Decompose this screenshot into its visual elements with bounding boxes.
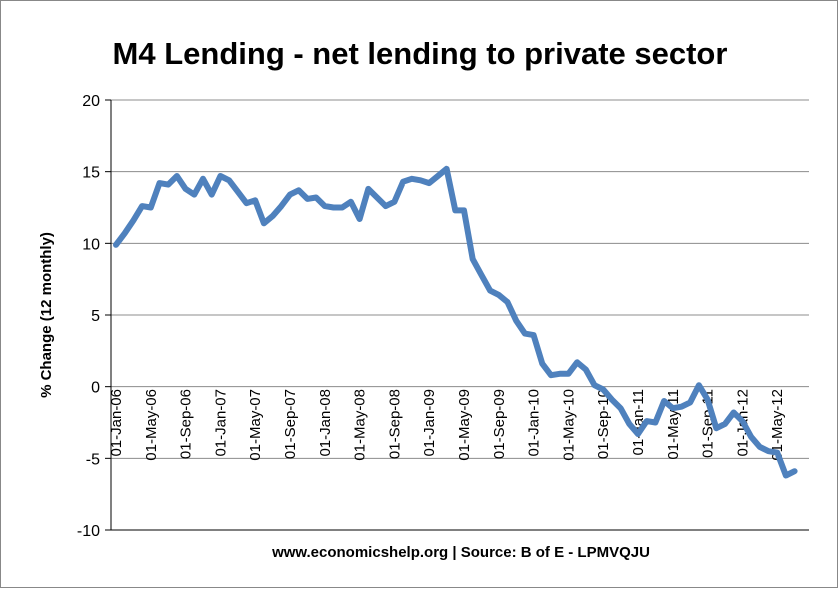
x-tick-label: 01-Sep-10 bbox=[595, 389, 612, 459]
series-layer bbox=[113, 165, 798, 479]
x-tick-label: 01-Sep-06 bbox=[178, 389, 195, 459]
y-axis-ticks: 20 15 10 5 0 -5 -10 bbox=[77, 93, 100, 540]
x-tick-label: 01-May-11 bbox=[665, 389, 682, 460]
y-tick-label: 5 bbox=[91, 308, 100, 325]
y-tick-label: 20 bbox=[82, 93, 100, 110]
x-tick-label: 01-Jan-09 bbox=[421, 389, 438, 457]
x-tick-label: 01-Jan-08 bbox=[317, 389, 334, 457]
y-tick-label: 15 bbox=[82, 165, 100, 182]
y-tick-label: 10 bbox=[82, 236, 100, 253]
y-tick-label: 0 bbox=[91, 380, 100, 397]
x-axis-ticks: 01-Jan-06 01-May-06 01-Sep-06 01-Jan-07 01-M… bbox=[108, 389, 786, 461]
series-line bbox=[113, 165, 798, 479]
gridlines bbox=[111, 99, 809, 459]
y-axis-label: % Change (12 monthly) bbox=[38, 232, 55, 398]
x-tick-label: 01-May-10 bbox=[560, 389, 577, 461]
x-tick-label: 01-May-07 bbox=[247, 389, 264, 461]
x-tick-label: 01-Jan-06 bbox=[108, 389, 125, 457]
x-tick-label: 01-May-12 bbox=[769, 389, 786, 461]
y-tick-label: -10 bbox=[77, 523, 100, 540]
x-tick-label: 01-Jan-07 bbox=[212, 389, 229, 457]
source-caption: www.economicshelp.org | Source: B of E -… bbox=[271, 544, 650, 561]
chart-title: M4 Lending - net lending to private sect… bbox=[113, 36, 728, 71]
y-tick-label: -5 bbox=[86, 451, 100, 468]
x-tick-label: 01-Sep-08 bbox=[386, 389, 403, 459]
x-tick-label: 01-Jan-10 bbox=[526, 389, 543, 457]
axes bbox=[105, 99, 809, 531]
x-tick-label: 01-Sep-09 bbox=[491, 389, 508, 459]
x-tick-label: 01-May-06 bbox=[143, 389, 160, 461]
x-tick-label: 01-May-08 bbox=[352, 389, 369, 461]
x-tick-label: 01-Jan-11 bbox=[630, 389, 647, 455]
x-tick-label: 01-Sep-07 bbox=[282, 389, 299, 459]
x-tick-label: 01-May-09 bbox=[456, 389, 473, 461]
